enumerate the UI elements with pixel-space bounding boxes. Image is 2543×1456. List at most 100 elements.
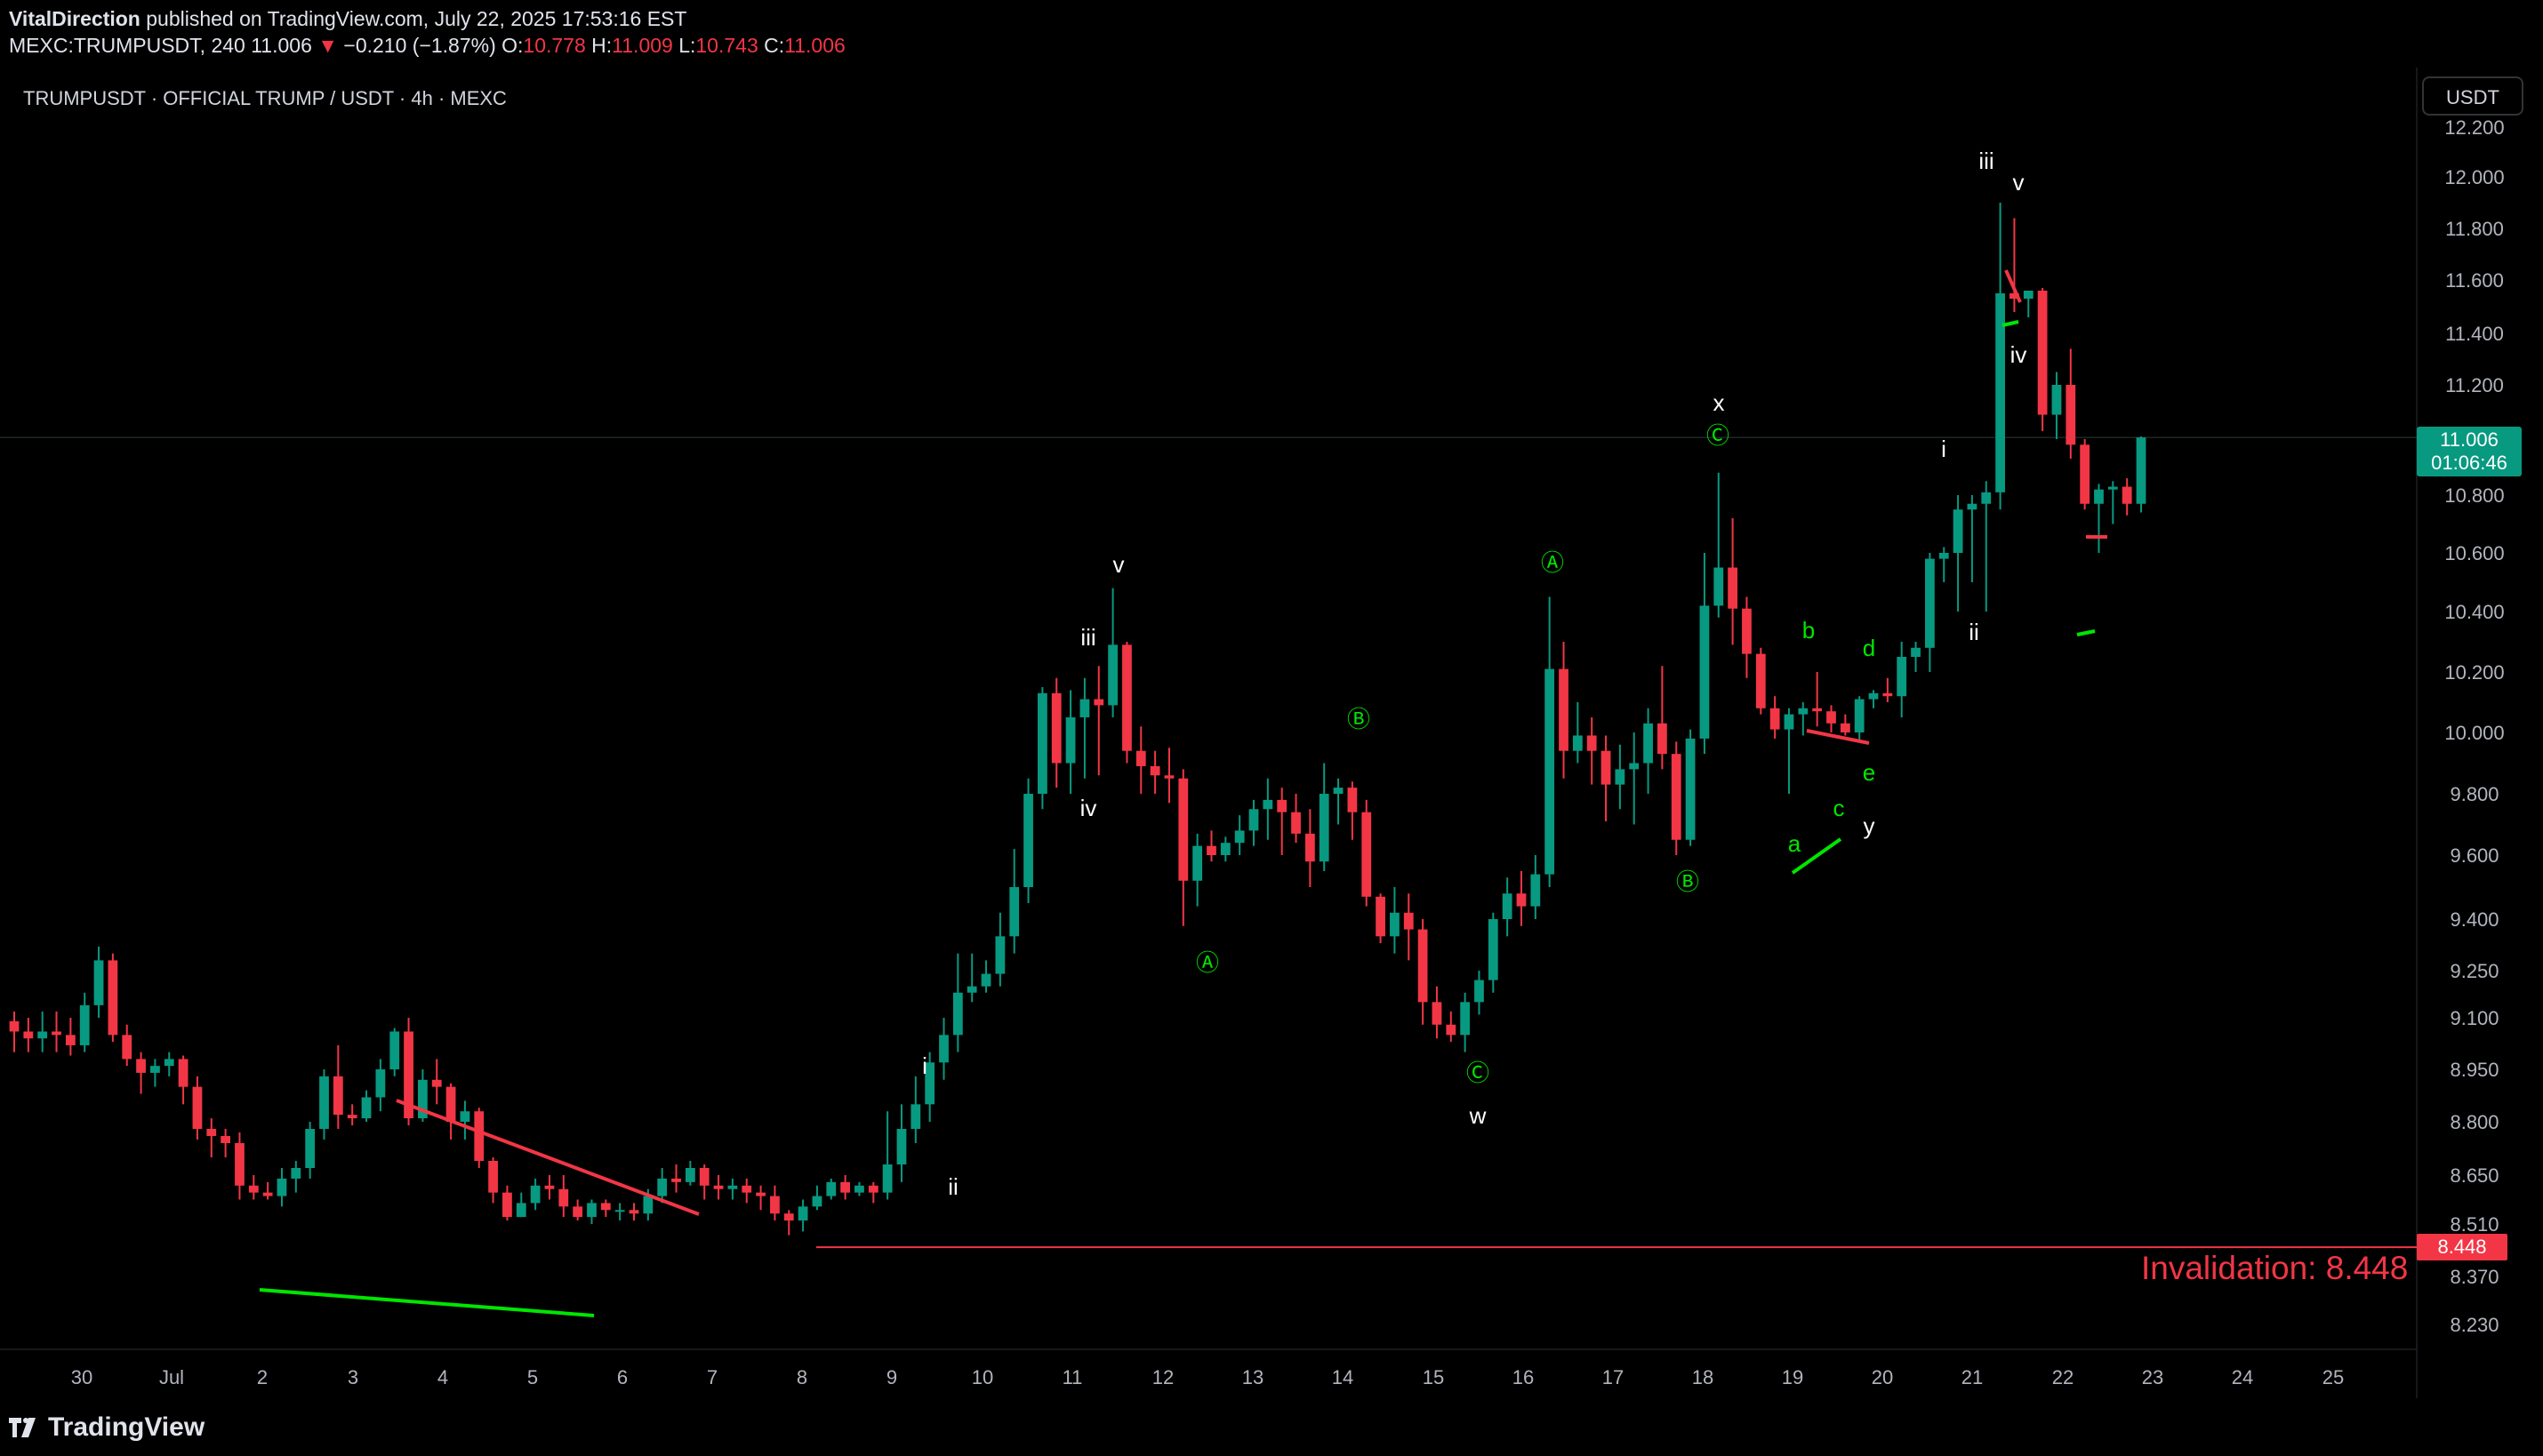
candle-body: [530, 1185, 541, 1204]
brand-name: TradingView: [48, 1412, 205, 1442]
open-label: O:: [501, 34, 524, 57]
candle-body: [164, 1059, 174, 1067]
bar-countdown: 01:06:46: [2431, 452, 2507, 474]
y-axis-tick: 8.510: [2450, 1213, 2499, 1236]
candle-body: [783, 1213, 794, 1221]
candle-body: [1009, 887, 1020, 937]
triangle-upper-trendline: [396, 1099, 700, 1216]
x-axis-tick: 24: [2232, 1366, 2253, 1388]
candle-body: [9, 1020, 20, 1032]
candle-body: [52, 1031, 61, 1036]
candle-body: [1755, 653, 1766, 708]
candle-body: [474, 1111, 485, 1161]
candle-body: [1798, 708, 1809, 715]
chart-header: VitalDirection published on TradingView.…: [0, 0, 2543, 68]
candle-body: [418, 1079, 428, 1119]
red-annotation-line: [1806, 729, 1870, 745]
published-text: published on TradingView.com, July 22, 2…: [146, 7, 687, 30]
candle-body: [995, 936, 1006, 974]
x-axis-tick: 10: [972, 1366, 993, 1388]
y-axis-tick: 8.230: [2450, 1314, 2499, 1336]
candle-body: [93, 960, 104, 1005]
candle-body: [727, 1185, 738, 1189]
wave-label-white: iv: [1080, 795, 1097, 821]
candle-body: [488, 1161, 498, 1193]
candle-body: [305, 1129, 316, 1168]
x-axis-tick: 23: [2142, 1366, 2163, 1388]
candle-body: [178, 1059, 189, 1087]
candle-body: [1192, 845, 1203, 881]
candle-body: [868, 1185, 878, 1193]
y-axis-tick: 9.250: [2450, 960, 2499, 982]
candle-body: [925, 1062, 935, 1105]
wave-label-white: ii: [948, 1173, 959, 1200]
candle-body: [1643, 723, 1653, 764]
wave-label-green: e: [1863, 759, 1875, 786]
green-annotation-line: [1791, 837, 1842, 875]
candle-body: [192, 1086, 203, 1129]
candle-body: [1572, 735, 1583, 751]
candle-body: [967, 986, 977, 993]
candle-body: [1671, 754, 1681, 840]
candle-body: [2066, 385, 2076, 445]
currency-button[interactable]: USDT: [2422, 76, 2523, 116]
candle-body: [1769, 708, 1780, 730]
candle-body: [2037, 291, 2048, 415]
y-axis-tick: 10.800: [2444, 484, 2504, 507]
candle-body: [1051, 692, 1062, 764]
candle-body: [770, 1196, 780, 1214]
candle-body: [1347, 788, 1358, 812]
candle-body: [643, 1196, 654, 1214]
y-axis-tick: 10.400: [2444, 601, 2504, 623]
current-price-value: 11.006: [2440, 428, 2499, 451]
candle-body: [1207, 845, 1216, 855]
candle-body: [1742, 608, 1752, 654]
x-axis-tick: 19: [1782, 1366, 1803, 1388]
candle-body: [2080, 444, 2090, 504]
candle-body: [1460, 1002, 1471, 1036]
candle-body: [798, 1206, 808, 1221]
candle-body: [1685, 738, 1696, 840]
candle-body: [1544, 668, 1555, 875]
x-axis-tick: 6: [617, 1366, 628, 1388]
wave-label-white: iv: [2010, 341, 2027, 368]
candle-body: [502, 1192, 512, 1218]
candle-body: [1079, 699, 1090, 717]
candle-body: [1882, 692, 1893, 697]
chart-area[interactable]: 12.200 12.000 11.800 11.600 11.400 11.200 10.8…: [0, 68, 2543, 1398]
candlestick-chart[interactable]: 12.200 12.000 11.800 11.600 11.400 11.200 10.8…: [0, 68, 2543, 1398]
candle-body: [1474, 980, 1484, 1003]
candle-body: [1277, 799, 1288, 812]
candle-body: [1234, 830, 1245, 844]
candle-body: [1728, 567, 1737, 609]
candle-body: [361, 1097, 372, 1119]
candle-body: [1840, 723, 1850, 732]
candle-body: [1376, 896, 1385, 937]
candle-body: [1629, 763, 1640, 770]
x-axis-tick: 17: [1602, 1366, 1624, 1388]
candle-body: [981, 973, 991, 987]
ohlc-line: MEXC:TRUMPUSDT, 240 11.006 ▼ −0.210 (−1.…: [9, 34, 846, 58]
wave-label-white: iii: [1080, 624, 1095, 651]
candle-body: [600, 1203, 611, 1211]
x-axis-tick: 18: [1692, 1366, 1713, 1388]
candle-body: [614, 1210, 625, 1212]
candle-body: [347, 1115, 357, 1119]
candle-body: [1333, 788, 1344, 794]
author-name[interactable]: VitalDirection: [9, 7, 140, 30]
candle-body: [854, 1185, 864, 1193]
candle-body: [1615, 769, 1625, 785]
candle-body: [1164, 775, 1175, 779]
candle-body: [206, 1129, 217, 1136]
candle-body: [1559, 668, 1568, 751]
candle-body: [1812, 708, 1823, 712]
candle-body: [573, 1206, 583, 1218]
candle-body: [1403, 912, 1414, 930]
tradingview-logo[interactable]: TradingView: [9, 1412, 205, 1443]
y-axis-tick: 10.000: [2444, 722, 2504, 744]
wave-label-white: ii: [1969, 619, 1979, 645]
invalidation-label: Invalidation: 8.448: [2141, 1250, 2409, 1286]
x-axis-tick: 5: [527, 1366, 538, 1388]
candle-body: [911, 1104, 921, 1129]
candle-body: [1248, 809, 1259, 831]
